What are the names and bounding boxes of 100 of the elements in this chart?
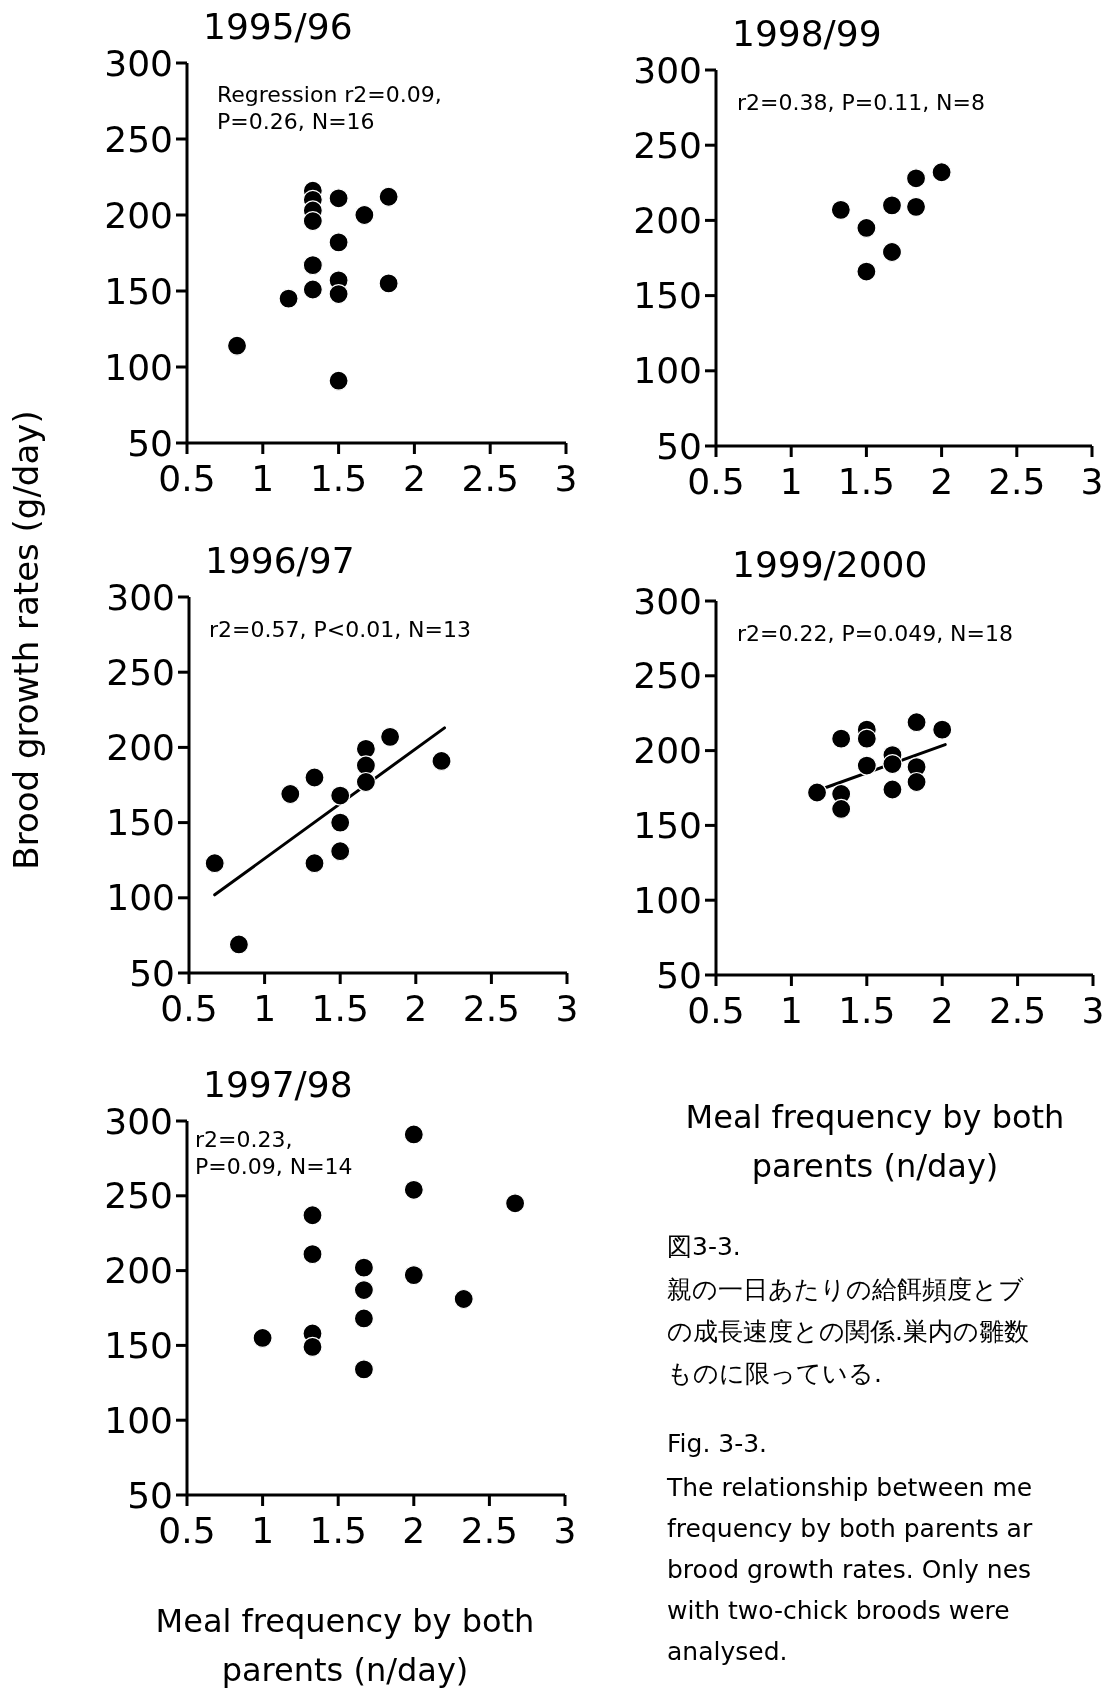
text: ものに限っている. (667, 1359, 882, 1388)
x-tick-label: 1.5 (838, 990, 896, 1031)
point (882, 753, 903, 775)
point (856, 728, 877, 749)
y-tick-label: 300 (104, 42, 173, 84)
point (302, 1205, 323, 1226)
point (355, 738, 376, 759)
y-tick-label: 150 (633, 804, 702, 846)
y-tick-label: 300 (104, 1100, 173, 1142)
point (353, 1279, 374, 1301)
y-tick-label: 150 (104, 1324, 173, 1366)
point (302, 1244, 323, 1265)
x-tick-label: 2 (930, 461, 954, 502)
point (278, 288, 299, 309)
x-tick-label: 2.5 (461, 458, 519, 499)
point (355, 771, 376, 793)
point (304, 853, 325, 874)
point (226, 335, 248, 356)
caption: Fig. 3-3. (667, 1429, 768, 1458)
x-tick-label: 1 (779, 461, 803, 502)
x-tick-label: 2.5 (988, 990, 1047, 1031)
x-tick-label: 1.5 (309, 1510, 367, 1551)
point (856, 217, 877, 239)
point (204, 853, 225, 874)
point (354, 204, 375, 226)
text: The relationship between me frequency by both parents ar brood growth rates. Only nes with two-chick broods were analysed. (666, 1473, 1033, 1666)
x-tick-label: 1 (253, 988, 277, 1029)
annotation: r2=0.23, P=0.09, N=14 (195, 1127, 353, 1179)
point (906, 712, 927, 733)
point (906, 771, 927, 793)
x-axis-title: Meal frequency by both parents (n/day) (155, 1602, 535, 1689)
caption: 図3-3. (667, 1232, 741, 1261)
x-tick-label: 2.5 (460, 1510, 519, 1551)
x-tick-label: 2 (402, 458, 426, 499)
y-tick-label: 150 (106, 802, 175, 844)
point (431, 750, 452, 772)
chart-title: 1999/2000 (732, 544, 928, 585)
point (931, 162, 952, 183)
y-tick-label: 100 (106, 877, 175, 919)
x-tick-label: 1.5 (309, 458, 368, 499)
x-tick-label: 3 (554, 458, 578, 499)
y-tick-label: 100 (633, 879, 702, 921)
x-tick-label: 1.5 (837, 461, 896, 502)
chart-title: 1996/97 (205, 540, 355, 581)
point (905, 168, 927, 189)
text: の成長速度との関係.巣内の雛数 (667, 1317, 1029, 1346)
point (280, 783, 301, 805)
x-tick-label: 1 (251, 1510, 275, 1551)
chart-title: 1998/99 (732, 13, 882, 54)
y-tick-label: 200 (633, 730, 702, 772)
point (856, 755, 877, 776)
x-tick-label: 3 (1081, 990, 1105, 1031)
y-tick-label: 250 (633, 655, 702, 697)
y-tick-label: 100 (633, 350, 702, 392)
point (403, 1264, 424, 1286)
y-tick-label: 250 (104, 118, 173, 160)
x-tick-label: 1.5 (311, 988, 369, 1029)
y-tick-label: 300 (106, 576, 175, 618)
point (505, 1193, 526, 1214)
y-tick-label: 250 (633, 124, 702, 166)
y-tick-label: 100 (104, 1399, 173, 1441)
y-tick-label: 200 (106, 726, 175, 768)
point (302, 210, 323, 232)
point (330, 785, 351, 806)
point (355, 755, 376, 776)
x-tick-label: 1 (779, 990, 803, 1031)
y-tick-label: 250 (106, 651, 175, 693)
annotation: r2=0.22, P=0.049, N=18 (737, 621, 1013, 646)
point (353, 1359, 374, 1380)
y-tick-label: 200 (633, 199, 702, 241)
y-axis-title: Brood growth rates (g/day) (6, 410, 46, 870)
point (403, 1124, 424, 1145)
point (881, 241, 903, 263)
point (330, 841, 351, 862)
y-tick-label: 250 (104, 1175, 173, 1217)
point (882, 779, 903, 800)
point (831, 728, 852, 749)
x-tick-label: 3 (1080, 461, 1104, 502)
point (252, 1327, 273, 1349)
x-tick-label: 2 (404, 988, 428, 1029)
x-tick-label: 1 (251, 458, 275, 499)
point (378, 186, 399, 207)
annotation: r2=0.57, P<0.01, N=13 (209, 617, 472, 642)
x-tick-label: 2.5 (462, 988, 521, 1029)
point (932, 719, 953, 740)
point (830, 199, 851, 220)
x-tick-label: 3 (553, 1510, 577, 1551)
point (302, 279, 323, 300)
point (453, 1288, 474, 1310)
chart-title: 1997/98 (203, 1064, 353, 1105)
x-tick-label: 3 (555, 988, 579, 1029)
chart-title: 1995/96 (203, 6, 353, 47)
y-tick-label: 200 (104, 1250, 173, 1292)
point (328, 283, 349, 305)
text: 親の一日あたりの給餌頻度とブ (667, 1275, 1024, 1304)
point (806, 782, 828, 803)
point (881, 195, 903, 216)
point (302, 255, 323, 276)
y-tick-label: 300 (633, 580, 702, 622)
y-tick-label: 100 (104, 346, 173, 388)
